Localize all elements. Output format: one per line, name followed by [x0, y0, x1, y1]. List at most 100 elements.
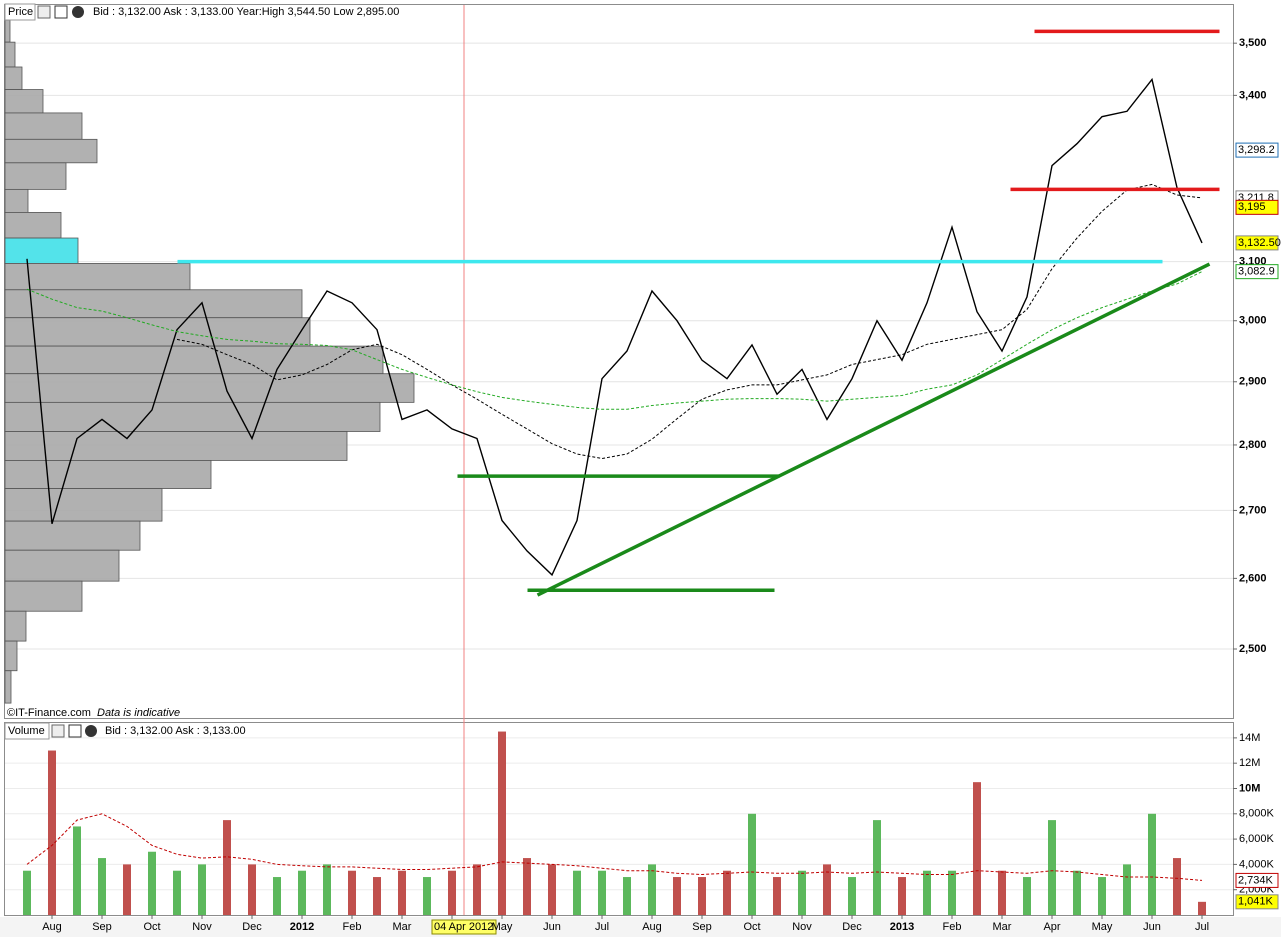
x-tick-label: Aug: [42, 921, 62, 933]
volume-bar: [448, 870, 456, 915]
settings-icon[interactable]: [51, 724, 65, 738]
back-layer: 2,5002,6002,7002,8002,9003,0003,1003,400…: [4, 5, 1275, 915]
profile-bar: [4, 460, 212, 489]
value-badge: [1235, 872, 1279, 888]
volume-bar: [198, 864, 206, 915]
value-badge-label: 1,041K: [1238, 896, 1274, 908]
y-tick-label: 14M: [1239, 732, 1260, 744]
price-title-box[interactable]: [4, 3, 36, 21]
volume-bar: [1098, 877, 1106, 915]
x-tick-label: Nov: [792, 921, 812, 933]
settings-icon[interactable]: [37, 5, 51, 19]
profile-bar: [4, 188, 29, 213]
profile-bar: [4, 520, 141, 551]
y-tick-label: 3,000: [1239, 315, 1267, 327]
x-tick-label: Sep: [692, 921, 712, 933]
volume-bar: [298, 870, 306, 915]
value-badge: [1235, 894, 1279, 910]
x-tick-label: Sep: [92, 921, 112, 933]
profile-bar: [4, 289, 303, 319]
profile-bar: [4, 670, 12, 704]
close-icon[interactable]: [72, 6, 84, 18]
volume-bar: [1198, 901, 1206, 915]
volume-bar: [573, 870, 581, 915]
volume-bar: [73, 826, 81, 915]
volume-bar: [348, 870, 356, 915]
profile-bar: [4, 373, 415, 403]
price-line: [26, 77, 1203, 577]
window-icon[interactable]: [54, 5, 68, 19]
x-tick-label: Apr: [1043, 921, 1060, 933]
moving-average: [176, 183, 1203, 460]
profile-bar: [4, 401, 381, 432]
profile-bar: [4, 19, 11, 43]
moving-average: [26, 271, 1203, 410]
value-badge-label: 3,082.9: [1238, 266, 1275, 278]
price-quote: Bid : 3,132.00 Ask : 3,133.00 Year:High …: [93, 6, 399, 18]
x-tick-label: Aug: [642, 921, 662, 933]
y-tick-label: 3,500: [1239, 37, 1267, 49]
value-badge-label: 3,132.50: [1238, 237, 1281, 249]
volume-bar: [98, 858, 106, 915]
x-tick-label: Dec: [242, 921, 262, 933]
volume-bar: [498, 731, 506, 915]
x-tick-label: Jun: [543, 921, 561, 933]
profile-bar: [4, 41, 16, 68]
profile-bar: [4, 549, 120, 582]
profile-bar: [4, 237, 79, 264]
volume-bar: [1173, 858, 1181, 915]
volume-bar: [623, 877, 631, 915]
x-tick-label: Feb: [943, 921, 962, 933]
volume-title-box[interactable]: [4, 722, 50, 740]
profile-bar: [4, 640, 18, 672]
profile-bar: [4, 263, 191, 291]
volume-panel: [4, 722, 1234, 916]
profile-bar: [4, 162, 67, 190]
volume-bar: [598, 870, 606, 915]
volume-bar: [1023, 877, 1031, 915]
profile-bar: [4, 345, 384, 375]
volume-title: Volume: [8, 725, 45, 737]
y-tick-label: 12M: [1239, 757, 1260, 769]
volume-bar: [548, 864, 556, 915]
volume-bar: [23, 870, 31, 915]
y-tick-label: 2,900: [1239, 376, 1267, 388]
profile-bar: [4, 580, 83, 612]
volume-bar: [523, 858, 531, 915]
x-tick-label: Dec: [842, 921, 862, 933]
y-tick-label: 2,700: [1239, 504, 1267, 516]
profile-bar: [4, 66, 23, 90]
x-tick-label: Mar: [993, 921, 1012, 933]
profile-bar: [4, 138, 98, 164]
x-tick-label: Jul: [595, 921, 609, 933]
value-badge: [1235, 235, 1279, 251]
main-layer: [23, 29, 1220, 915]
profile-bar: [4, 488, 163, 522]
volume-bar: [773, 877, 781, 915]
close-icon[interactable]: [85, 725, 97, 737]
profile-bar: [4, 317, 311, 347]
axis-badge-label: 3,298.2: [1238, 144, 1275, 156]
volume-bar: [748, 813, 756, 915]
profile-bar: [4, 89, 44, 114]
volume-bar: [848, 877, 856, 915]
volume-bar: [648, 864, 656, 915]
profile-bar: [4, 610, 27, 642]
x-tick-label: 04 Apr 2012: [434, 921, 493, 933]
volume-bar: [823, 864, 831, 915]
y-tick-label: 3,400: [1239, 89, 1267, 101]
volume-bar: [398, 870, 406, 915]
top-layer: Price Bid : 3,132.00 Ask : 3,133.00 Year…: [4, 3, 1281, 935]
axis-badge-label: 3,195: [1238, 201, 1266, 213]
window-icon[interactable]: [68, 724, 82, 738]
x-tick-label: May: [1092, 921, 1113, 933]
volume-bar: [923, 870, 931, 915]
y-tick-label: 2,500: [1239, 643, 1267, 655]
volume-bar: [473, 864, 481, 915]
volume-bar: [273, 877, 281, 915]
volume-quote: Bid : 3,132.00 Ask : 3,133.00: [105, 725, 246, 737]
x-tick-label: Oct: [743, 921, 760, 933]
profile-bar: [4, 112, 83, 140]
